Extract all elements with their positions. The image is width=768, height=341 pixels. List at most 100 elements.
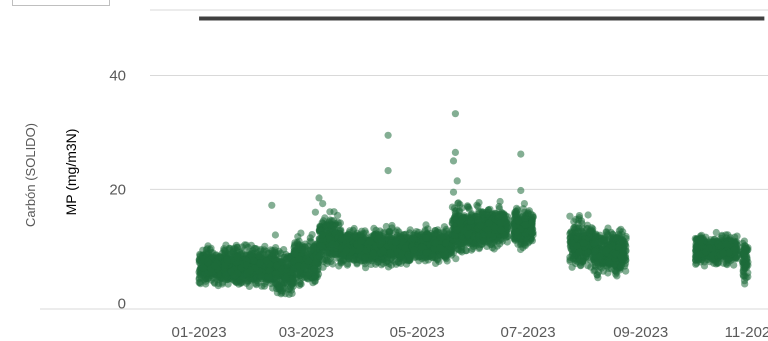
data-point [273,275,281,283]
data-point [490,223,498,231]
data-point [494,237,502,245]
data-point [409,235,418,243]
data-point [389,256,397,264]
data-point [379,247,387,255]
data-point [517,245,525,254]
data-point [233,253,241,261]
data-point [260,248,268,256]
data-point [233,269,241,277]
data-point [613,233,621,242]
data-point [617,253,625,261]
data-point [291,247,299,256]
data-point [214,282,222,290]
data-point [223,256,231,264]
data-point [304,257,313,265]
data-point [280,246,288,254]
data-point [361,253,369,262]
data-point [513,228,521,236]
data-point [369,249,377,257]
data-point [392,238,400,246]
data-point [293,238,301,247]
data-point [344,260,352,268]
data-point [397,253,405,261]
data-point [328,240,336,248]
data-point [610,261,618,269]
data-point [204,242,212,250]
data-point [356,244,364,252]
data-point [617,263,625,271]
data-point [256,259,264,267]
data-point [257,272,265,280]
data-point [386,249,395,257]
data-point [511,210,519,218]
data-point [467,217,475,225]
data-point [204,257,212,266]
data-point [343,232,351,240]
data-point [278,289,286,297]
data-point [330,208,338,216]
data-point [596,231,604,239]
data-point [377,234,385,242]
data-point [245,282,253,290]
data-point [410,246,418,254]
data-point [612,268,621,276]
data-point [366,238,374,246]
data-point [575,248,583,256]
data-point [436,244,444,252]
data-point [575,212,584,220]
data-point [448,203,456,211]
data-points [195,110,752,298]
data-point [203,249,211,257]
data-point [336,219,344,227]
data-point [211,262,219,270]
data-point [237,276,245,284]
data-point [304,271,312,279]
data-point [453,226,461,234]
data-point [484,226,492,234]
grid-lines [150,9,768,190]
data-point [449,249,458,257]
data-point [422,234,430,242]
data-point [462,247,470,255]
data-point [284,285,292,293]
data-point [222,271,230,279]
data-point [357,237,365,245]
data-point [393,226,401,234]
data-point [418,243,426,251]
data-point [479,210,487,218]
data-point [504,223,512,231]
data-point [251,279,260,287]
data-point [401,244,409,252]
data-point [307,244,315,252]
data-point [439,232,447,240]
data-point [458,214,466,223]
data-point [496,219,504,227]
data-point [574,228,582,236]
data-point [342,246,350,254]
data-point [243,261,251,269]
data-point [521,214,529,222]
data-point [350,224,358,233]
data-point [300,263,308,271]
data-point [421,257,429,265]
data-point [566,253,574,261]
data-point [527,227,535,235]
data-point [199,264,207,272]
data-point [602,246,610,254]
data-point [477,222,485,230]
data-point [486,205,494,213]
data-point [202,277,210,285]
data-point [349,255,357,263]
data-point [478,240,486,248]
data-point [222,241,230,249]
legend-box [12,0,110,6]
data-point [591,238,600,246]
data-point [580,239,588,247]
data-point [521,221,529,229]
data-point [503,238,511,246]
data-point [221,247,229,255]
data-point [385,228,394,236]
data-point [281,273,290,281]
data-point [295,255,303,263]
